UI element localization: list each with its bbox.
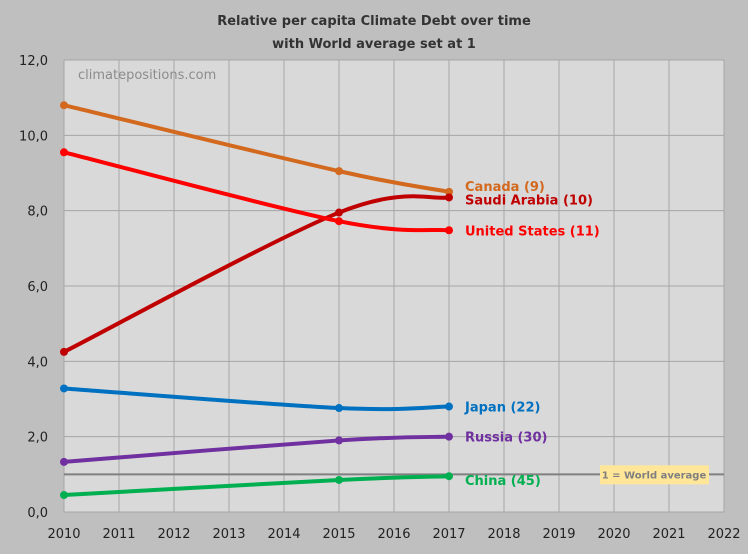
data-point: [60, 148, 68, 157]
data-point: [60, 347, 68, 356]
data-point: [335, 217, 343, 226]
x-tick-label: 2010: [47, 527, 80, 542]
y-tick-label: 8,0: [27, 205, 48, 220]
y-tick-label: 0,0: [27, 506, 48, 521]
series-line: [63, 434, 450, 464]
series-label: United States (11): [465, 224, 600, 239]
x-tick-label: 2019: [542, 527, 575, 542]
data-point: [335, 208, 343, 217]
series-label: China (45): [465, 474, 541, 489]
series-label: Russia (30): [465, 431, 547, 446]
series-label: Japan (22): [464, 401, 540, 416]
world-average-label: 1 = World average: [602, 470, 707, 481]
data-point: [60, 457, 68, 466]
data-point: [335, 167, 343, 176]
x-tick-label: 2014: [267, 527, 300, 542]
y-tick-label: 2,0: [27, 431, 48, 446]
data-point: [445, 472, 453, 481]
data-point: [60, 491, 68, 500]
y-tick-label: 6,0: [27, 280, 48, 295]
series-line: [63, 103, 450, 194]
x-tick-label: 2017: [432, 527, 465, 542]
x-tick-label: 2013: [212, 527, 245, 542]
data-point: [60, 384, 68, 393]
series-line: [63, 150, 450, 233]
y-tick-label: 10,0: [19, 129, 48, 144]
data-point: [445, 226, 453, 235]
watermark: climatepositions.com: [78, 68, 216, 83]
world-average-label-box: [600, 465, 709, 485]
data-point: [445, 402, 453, 411]
series-line: [63, 386, 450, 412]
data-point: [335, 475, 343, 484]
x-tick-label: 2011: [102, 527, 135, 542]
series-label: Saudi Arabia (10): [465, 193, 593, 208]
data-point: [60, 101, 68, 110]
x-tick-label: 2016: [377, 527, 410, 542]
x-tick-label: 2022: [707, 527, 740, 542]
x-tick-label: 2012: [157, 527, 190, 542]
x-tick-label: 2015: [322, 527, 355, 542]
series-label: Canada (9): [465, 180, 545, 195]
data-point: [445, 187, 453, 196]
data-point: [445, 193, 453, 202]
data-point: [445, 432, 453, 441]
series-line: [63, 194, 450, 354]
x-tick-label: 2018: [487, 527, 520, 542]
data-point: [335, 404, 343, 413]
y-tick-label: 12,0: [19, 54, 48, 69]
chart-title: Relative per capita Climate Debt over ti…: [217, 14, 531, 29]
y-tick-label: 4,0: [27, 355, 48, 370]
chart-subtitle: with World average set at 1: [272, 37, 476, 52]
data-point: [335, 436, 343, 445]
series-line: [63, 474, 450, 498]
x-tick-label: 2021: [652, 527, 685, 542]
x-tick-label: 2020: [597, 527, 630, 542]
